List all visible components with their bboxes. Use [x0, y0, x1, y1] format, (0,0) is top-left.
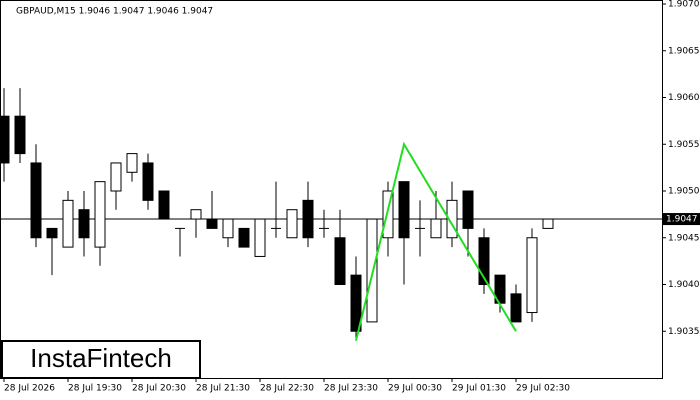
candle-body	[110, 162, 122, 192]
logo-box	[1, 340, 201, 379]
candle-body	[78, 209, 90, 239]
candle-body	[510, 293, 522, 323]
candle-body	[302, 199, 314, 239]
x-tick-label: 28 Jul 2026	[4, 384, 55, 394]
candle-body	[430, 218, 442, 239]
candle-body	[334, 237, 346, 285]
logo: InstaFintech	[30, 343, 172, 373]
candle-body	[190, 209, 202, 220]
candle-body	[206, 218, 218, 229]
candle-body	[366, 218, 378, 323]
chart-header: GBPAUD,M15 1.9046 1.9047 1.9046 1.9047	[16, 7, 213, 17]
x-tick-label: 29 Jul 02:30	[516, 384, 570, 394]
candle-body	[462, 190, 474, 229]
x-tick-label: 28 Jul 20:30	[132, 384, 186, 394]
pattern-line	[355, 141, 517, 341]
x-tick-label: 28 Jul 19:30	[68, 384, 122, 394]
y-tick-label: 1.9065	[668, 46, 700, 56]
candle-body	[30, 162, 42, 239]
candle-body	[542, 218, 554, 229]
x-tick-label: 28 Jul 21:30	[196, 384, 250, 394]
y-tick-label: 1.9055	[668, 140, 700, 150]
x-tick-label: 29 Jul 00:30	[388, 384, 442, 394]
candle-body	[526, 237, 538, 314]
y-tick-label: 1.9050	[668, 187, 700, 197]
candle-body	[14, 115, 26, 155]
candle-body	[286, 209, 298, 239]
price-label-box	[662, 213, 700, 226]
candle-body	[94, 181, 106, 248]
y-tick-label: 1.9045	[668, 233, 700, 243]
candle-body	[382, 190, 394, 239]
candle-body	[398, 181, 410, 239]
y-tick-label: 1.9060	[668, 93, 700, 103]
y-tick-label: 1.9035	[668, 327, 700, 337]
x-tick-label: 28 Jul 23:30	[324, 384, 378, 394]
candle-body	[142, 162, 154, 201]
y-tick-label: 1.9070	[668, 0, 700, 10]
candle-body	[254, 218, 266, 257]
x-tick-label: 28 Jul 22:30	[260, 384, 314, 394]
candle-body	[46, 227, 58, 239]
y-tick-label: 1.9040	[668, 280, 700, 290]
candle-body	[126, 153, 138, 173]
candle-body	[158, 190, 170, 220]
candle-body	[446, 199, 458, 239]
candle-body	[222, 218, 234, 239]
x-tick-label: 29 Jul 01:30	[452, 384, 506, 394]
candle-body	[238, 227, 250, 248]
candle-body	[350, 274, 362, 332]
candle-body	[62, 199, 74, 248]
candle-body	[478, 237, 490, 285]
candle-body	[0, 115, 10, 164]
price-label: 1.9047	[666, 215, 698, 225]
